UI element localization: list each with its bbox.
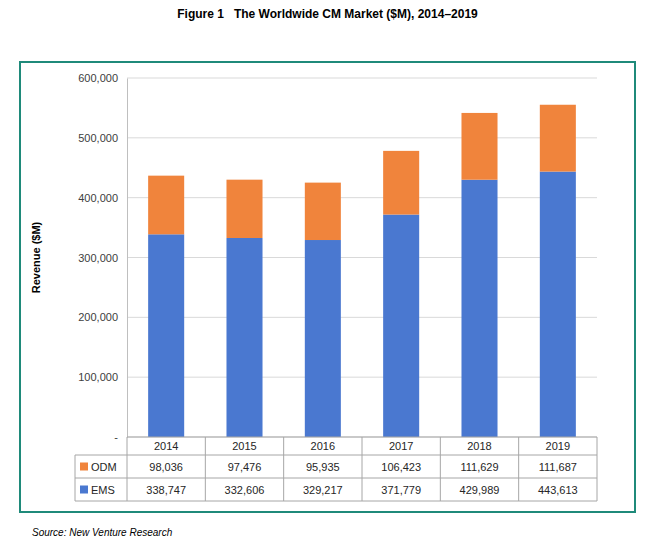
bar — [383, 215, 419, 437]
tick: 400,000 — [78, 192, 127, 204]
table-value: 371,779 — [381, 484, 421, 496]
series-1 — [148, 105, 576, 240]
table-value: 98,036 — [149, 461, 183, 473]
chart: Figure 1 The Worldwide CM Market ($M), 2… — [0, 0, 655, 543]
table-value: 97,476 — [228, 461, 262, 473]
y-axis: - 100,000 200,000 300,000 400,000 500,000 600,… — [78, 72, 127, 443]
bar — [383, 151, 419, 215]
category-label: 2015 — [232, 440, 256, 452]
tick: - — [114, 431, 127, 443]
category-label: 2019 — [546, 440, 570, 452]
bar — [461, 113, 497, 180]
tick-label: - — [114, 431, 118, 443]
table-line — [75, 501, 597, 502]
grid-line — [127, 257, 597, 258]
grid — [127, 78, 597, 437]
category-label: 2017 — [389, 440, 413, 452]
table-value: 95,935 — [306, 461, 340, 473]
tick-label: 600,000 — [78, 72, 118, 84]
bar — [305, 183, 341, 240]
table-line — [127, 437, 128, 501]
category-label: 2018 — [467, 440, 491, 452]
table-value: 429,989 — [460, 484, 500, 496]
tick: 100,000 — [78, 371, 127, 383]
legend-label: ODM — [91, 461, 117, 473]
grid-line — [127, 78, 597, 79]
table-value: 111,687 — [539, 461, 577, 473]
table-line — [518, 437, 519, 501]
tick-label: 400,000 — [78, 192, 118, 204]
table-line — [205, 437, 206, 501]
tick-label: 500,000 — [78, 132, 118, 144]
bars — [148, 105, 576, 437]
bar — [461, 180, 497, 437]
table-value: 329,217 — [303, 484, 343, 496]
bar — [540, 172, 576, 437]
bar — [148, 176, 184, 235]
table-line — [127, 437, 597, 438]
table-line — [283, 437, 284, 501]
table-line — [362, 437, 363, 501]
tick: 200,000 — [78, 311, 127, 323]
legend-swatch — [80, 463, 88, 471]
bar — [226, 238, 262, 437]
table-line — [75, 455, 76, 501]
tick-label: 200,000 — [78, 311, 118, 323]
tick: 500,000 — [78, 132, 127, 144]
bar — [540, 105, 576, 172]
bar — [148, 234, 184, 437]
table-line — [440, 437, 441, 501]
data-table: 2014 2015 2016 2017 2018 2019 ODM 98,036 97,476 9… — [75, 437, 597, 501]
table-value: 332,606 — [225, 484, 265, 496]
axis-title: Revenue ($M) — [30, 221, 42, 293]
source: Source: New Venture Research — [32, 527, 173, 538]
title: Figure 1 The Worldwide CM Market ($M), 2… — [177, 7, 478, 21]
axis-line — [127, 79, 128, 438]
tick-label: 100,000 — [78, 371, 118, 383]
legend-swatch — [80, 486, 88, 494]
legend-label: EMS — [91, 484, 115, 496]
category-label: 2016 — [311, 440, 335, 452]
grid-line — [127, 317, 597, 318]
table-line — [75, 478, 597, 479]
table-value: 338,747 — [146, 484, 186, 496]
table-line — [597, 437, 598, 501]
bar — [226, 180, 262, 238]
table-value: 106,423 — [381, 461, 421, 473]
category-label: 2014 — [154, 440, 178, 452]
table-line — [75, 455, 597, 456]
table-value: 111,629 — [460, 461, 498, 473]
grid-line — [127, 437, 597, 438]
grid-line — [127, 377, 597, 378]
grid-line — [127, 137, 597, 138]
series-0 — [148, 172, 576, 437]
tick-label: 300,000 — [78, 252, 118, 264]
frame — [20, 62, 635, 512]
tick: 300,000 — [78, 252, 127, 264]
tick: 600,000 — [78, 72, 127, 84]
table-value: 443,613 — [538, 484, 578, 496]
bar — [305, 240, 341, 437]
grid-line — [127, 197, 597, 198]
